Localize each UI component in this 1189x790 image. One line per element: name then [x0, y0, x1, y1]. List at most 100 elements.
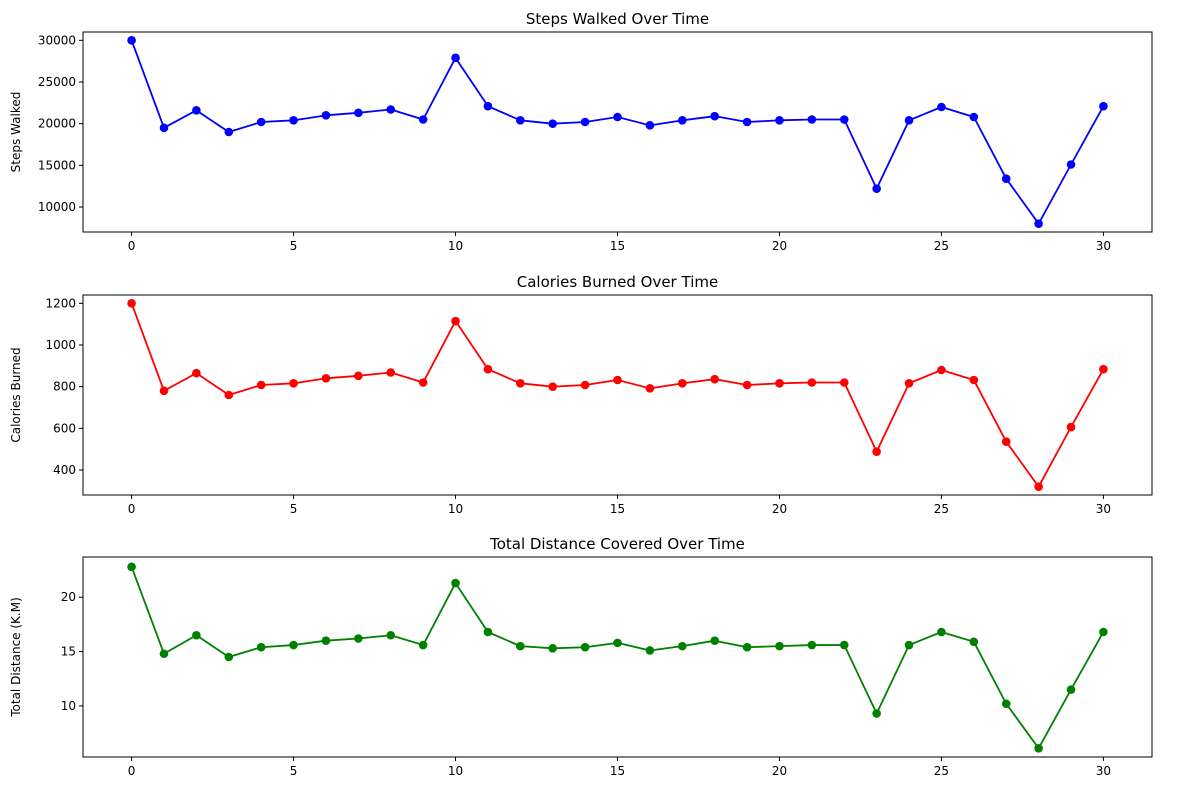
data-point — [710, 374, 719, 384]
data-point — [354, 108, 363, 118]
data-point — [807, 640, 817, 650]
data-point — [1099, 364, 1108, 374]
data-point — [937, 365, 946, 375]
x-tick-label: 30 — [1096, 764, 1111, 778]
data-point — [418, 378, 428, 387]
data-point — [192, 630, 201, 640]
chart-panel-1: Steps Walked Over Time Steps Walked 0 5 10 15… — [9, 10, 1153, 253]
y-tick-label: 10 — [61, 699, 76, 713]
y-tick-label: 600 — [53, 421, 76, 435]
data-point — [224, 652, 234, 662]
chart-title: Calories Burned Over Time — [517, 273, 718, 291]
y-tick-label: 30000 — [38, 33, 76, 47]
data-point — [192, 368, 201, 378]
x-tick-label: 0 — [128, 502, 136, 516]
data-point — [742, 642, 752, 652]
data-point — [516, 379, 525, 388]
data-point — [516, 116, 525, 125]
data-point — [775, 116, 784, 125]
series-line — [130, 303, 1105, 488]
data-point — [1066, 685, 1076, 694]
data-point — [742, 117, 752, 127]
data-point — [969, 112, 979, 122]
x-tick-label: 15 — [610, 239, 625, 253]
x-tick-label: 5 — [290, 764, 298, 778]
data-point — [710, 636, 719, 645]
data-point — [580, 117, 590, 127]
y-tick-label: 800 — [53, 380, 76, 394]
data-point — [451, 578, 460, 588]
data-point — [677, 379, 687, 388]
data-point — [483, 627, 493, 637]
data-point — [354, 634, 363, 643]
data-point — [872, 447, 881, 456]
data-point — [386, 105, 396, 114]
data-point — [613, 375, 622, 385]
data-point — [386, 630, 396, 640]
y-axis-label: Total Distance (K.M) — [9, 597, 23, 718]
data-point — [904, 116, 914, 125]
data-point — [1001, 174, 1011, 183]
y-tick-label: 25000 — [38, 75, 76, 89]
data-point — [516, 641, 525, 651]
data-point — [418, 115, 428, 124]
y-tick-label: 400 — [53, 463, 76, 477]
y-tick-label: 10000 — [38, 200, 76, 214]
data-point — [1099, 627, 1108, 637]
x-tick-label: 0 — [128, 239, 136, 253]
data-point — [1034, 482, 1043, 491]
data-point — [872, 184, 881, 193]
data-point — [613, 638, 622, 648]
chart-panel-2: Calories Burned Over Time Calories Burned… — [9, 273, 1153, 516]
data-point — [256, 380, 266, 390]
y-tick-label: 15 — [61, 645, 76, 659]
data-point — [321, 374, 331, 383]
y-tick-label: 20 — [61, 590, 76, 604]
x-tick-label: 10 — [448, 764, 463, 778]
data-point — [1001, 437, 1011, 446]
chart-title: Steps Walked Over Time — [526, 10, 709, 28]
data-point — [321, 636, 331, 645]
data-point — [1066, 160, 1076, 169]
data-point — [386, 368, 396, 377]
x-tick-label: 5 — [290, 239, 298, 253]
x-tick-label: 5 — [290, 502, 298, 516]
data-point — [580, 642, 590, 652]
data-point — [775, 379, 784, 388]
data-point — [321, 111, 331, 120]
data-point — [1099, 101, 1108, 111]
data-point — [677, 641, 687, 651]
chart-panel-3: Total Distance Covered Over Time Total Di… — [9, 535, 1153, 778]
data-point — [548, 119, 558, 128]
data-point — [256, 642, 266, 652]
chart-title: Total Distance Covered Over Time — [489, 535, 745, 553]
data-point — [969, 375, 979, 385]
data-point — [159, 386, 169, 396]
data-point — [289, 379, 298, 388]
y-axis-label: Steps Walked — [9, 92, 23, 173]
data-point — [289, 640, 298, 650]
x-tick-label: 10 — [448, 239, 463, 253]
x-tick-label: 30 — [1096, 239, 1111, 253]
data-point — [289, 116, 298, 125]
data-point — [127, 36, 136, 45]
data-point — [483, 101, 493, 111]
data-point — [937, 627, 946, 637]
x-tick-label: 25 — [934, 502, 949, 516]
data-point — [159, 123, 169, 133]
plot-frame — [82, 294, 1153, 496]
x-tick-label: 30 — [1096, 502, 1111, 516]
data-point — [580, 380, 590, 390]
plot-frame — [82, 31, 1153, 233]
y-tick-label: 1200 — [45, 296, 76, 310]
x-tick-label: 0 — [128, 764, 136, 778]
data-point — [775, 641, 784, 651]
data-point — [1034, 219, 1043, 228]
data-point — [418, 640, 428, 650]
data-point — [1001, 699, 1011, 709]
data-point — [548, 644, 558, 653]
data-point — [742, 380, 752, 390]
data-point — [354, 371, 363, 381]
data-point — [807, 378, 817, 387]
data-point — [451, 53, 460, 63]
